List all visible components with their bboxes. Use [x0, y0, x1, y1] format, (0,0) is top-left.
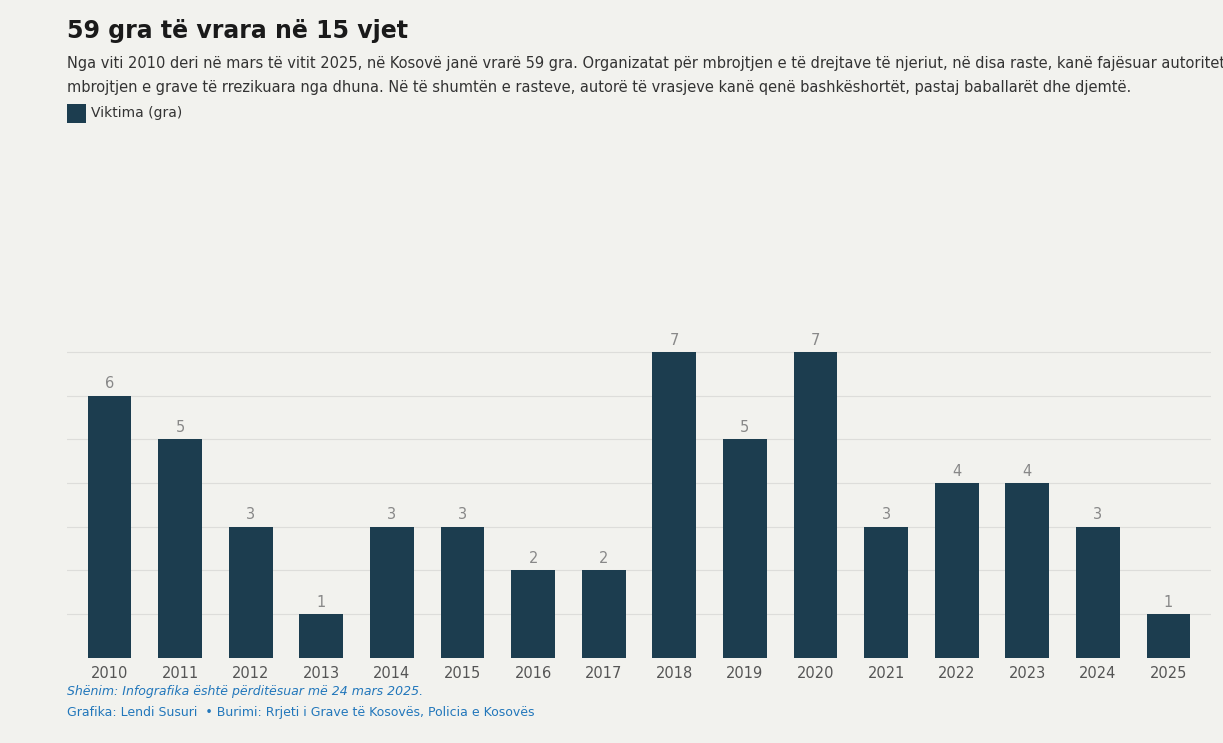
Bar [582, 571, 626, 658]
Text: 59 gra të vrara në 15 vjet: 59 gra të vrara në 15 vjet [67, 19, 408, 42]
Text: Nga viti 2010 deri në mars të vitit 2025, në Kosovë janë vrarë 59 gra. Organizat: Nga viti 2010 deri në mars të vitit 2025… [67, 56, 1223, 71]
Text: 3: 3 [1093, 507, 1102, 522]
Text: 3: 3 [457, 507, 467, 522]
Bar [1146, 614, 1190, 658]
Text: mbrojtjen e grave të rrezikuara nga dhuna. Në të shumtën e rasteve, autorë të vr: mbrojtjen e grave të rrezikuara nga dhun… [67, 80, 1131, 94]
Bar [440, 527, 484, 658]
Text: 3: 3 [882, 507, 890, 522]
Text: Grafika: Lendi Susuri  • Burimi: Rrjeti i Grave të Kosovës, Policia e Kosovës: Grafika: Lendi Susuri • Burimi: Rrjeti i… [67, 707, 534, 719]
Bar [934, 483, 978, 658]
Bar [88, 395, 132, 658]
Bar [371, 527, 413, 658]
Text: 1: 1 [1164, 594, 1173, 609]
Text: 7: 7 [670, 333, 679, 348]
Bar [865, 527, 907, 658]
Text: 1: 1 [317, 594, 327, 609]
Bar [1076, 527, 1120, 658]
Bar [511, 571, 555, 658]
Text: Viktima (gra): Viktima (gra) [91, 106, 182, 120]
Text: 7: 7 [811, 333, 821, 348]
Bar [1005, 483, 1049, 658]
Bar [723, 439, 767, 658]
Bar [652, 352, 696, 658]
Bar [158, 439, 202, 658]
Bar [794, 352, 838, 658]
Text: 4: 4 [951, 464, 961, 478]
Text: 4: 4 [1022, 464, 1032, 478]
Text: 2: 2 [528, 551, 538, 566]
Text: 2: 2 [599, 551, 608, 566]
Text: Shënim: Infografika është përditësuar më 24 mars 2025.: Shënim: Infografika është përditësuar më… [67, 686, 423, 698]
Text: 6: 6 [105, 376, 114, 392]
Text: 3: 3 [246, 507, 256, 522]
Text: 5: 5 [176, 420, 185, 435]
Bar [300, 614, 344, 658]
Bar [229, 527, 273, 658]
Text: 3: 3 [388, 507, 396, 522]
Text: 5: 5 [740, 420, 750, 435]
